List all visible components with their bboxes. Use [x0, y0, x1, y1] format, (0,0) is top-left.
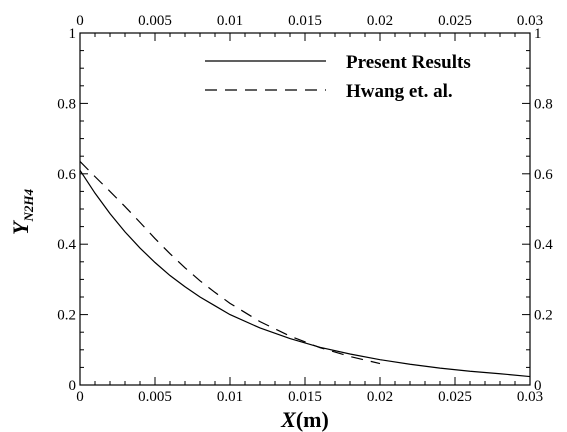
- x-tick-label-top: 0.02: [367, 13, 393, 29]
- y-tick-label-right: 1: [534, 26, 542, 42]
- legend-label-present-results: Present Results: [346, 52, 471, 73]
- x-tick-label-bottom: 0.005: [138, 389, 172, 405]
- plot-frame: [79, 32, 531, 386]
- y-axis-title-subscript: N2H4: [21, 189, 36, 223]
- y-tick-label-right: 0.4: [534, 237, 553, 253]
- series-line-hwang: [79, 161, 381, 365]
- x-tick-label-bottom: 0.02: [367, 389, 393, 405]
- x-axis-title-suffix: (m): [296, 407, 329, 432]
- x-tick-label-bottom: 0.03: [517, 389, 543, 405]
- legend: Present Results Hwang et. al.: [205, 52, 471, 102]
- x-tick-label-bottom: 0.025: [438, 389, 472, 405]
- axis-tick-labels: 000.0050.0050.010.010.0150.0150.020.020.…: [57, 13, 553, 405]
- series-line-present-results: [79, 169, 531, 378]
- y-tick-label-left: 1: [69, 26, 77, 42]
- y-tick-label-right: 0: [534, 378, 542, 394]
- x-tick-label-top: 0: [76, 13, 84, 29]
- x-tick-label-bottom: 0.015: [288, 389, 322, 405]
- y-axis-title: YN2H4: [8, 189, 36, 235]
- y-tick-label-left: 0.8: [57, 96, 76, 112]
- y-tick-label-right: 0.6: [534, 167, 553, 183]
- axis-ticks: [79, 32, 531, 386]
- x-axis-title-main: X: [280, 407, 297, 432]
- x-tick-label-top: 0.01: [217, 13, 243, 29]
- legend-label-hwang: Hwang et. al.: [346, 81, 453, 102]
- y-tick-label-left: 0.6: [57, 167, 76, 183]
- x-tick-label-top: 0.025: [438, 13, 472, 29]
- y-tick-label-right: 0.8: [534, 96, 553, 112]
- y-tick-label-left: 0: [69, 378, 77, 394]
- series-lines: [79, 161, 531, 378]
- x-tick-label-top: 0.015: [288, 13, 322, 29]
- x-axis-title: X(m): [280, 407, 329, 432]
- y-tick-label-left: 0.2: [57, 308, 76, 324]
- x-tick-label-top: 0.03: [517, 13, 543, 29]
- y-axis-title-main: Y: [8, 219, 33, 235]
- y-tick-label-left: 0.4: [57, 237, 76, 253]
- x-tick-label-bottom: 0: [76, 389, 84, 405]
- x-tick-label-bottom: 0.01: [217, 389, 243, 405]
- y-tick-label-right: 0.2: [534, 308, 553, 324]
- x-tick-label-top: 0.005: [138, 13, 172, 29]
- svg-text:YN2H4: YN2H4: [8, 189, 36, 235]
